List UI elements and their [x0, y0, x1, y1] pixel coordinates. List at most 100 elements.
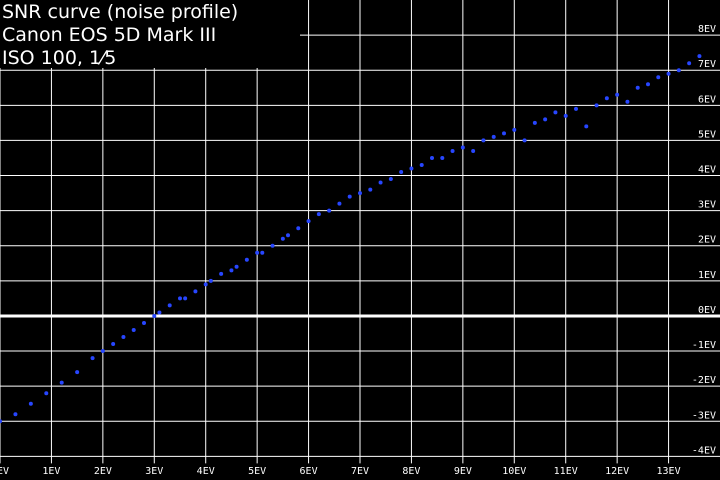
point [286, 233, 290, 238]
scatter-points [0, 54, 702, 424]
point [512, 127, 517, 132]
point [358, 191, 362, 196]
point [316, 212, 321, 217]
x-tick-label: 2EV [94, 466, 112, 477]
point [244, 257, 249, 262]
point [28, 401, 33, 406]
point [296, 226, 301, 231]
chart-title: Canon EOS 5D Mark III [2, 24, 216, 46]
point [260, 250, 265, 255]
y-tick-label: 1EV [698, 270, 716, 281]
point [615, 92, 620, 97]
point [430, 155, 434, 160]
point [594, 103, 599, 108]
y-tick-label: 6EV [698, 94, 716, 105]
point [656, 75, 661, 80]
x-tick-label: 6EV [300, 466, 318, 477]
point [388, 177, 393, 182]
point [44, 391, 49, 396]
x-tick-label: 3EV [145, 466, 163, 477]
y-tick-label: 5EV [698, 129, 716, 140]
point [337, 201, 342, 206]
point [687, 61, 692, 66]
x-tick-label: 13EV [657, 466, 681, 477]
point [255, 250, 260, 255]
y-tick-label: -4EV [692, 445, 716, 456]
point [635, 85, 640, 90]
x-tick-label: 5EV [248, 466, 266, 477]
point [131, 327, 136, 332]
y-tick-label: 4EV [698, 165, 716, 176]
y-tick-label: 2EV [698, 235, 716, 246]
point [100, 349, 105, 354]
x-tick-label: 1EV [42, 466, 60, 477]
point [234, 264, 239, 269]
point [553, 110, 558, 115]
chart-title: SNR curve (noise profile) [2, 1, 238, 23]
point [399, 170, 404, 175]
y-tick-label: 7EV [698, 59, 716, 70]
x-tick-label: 4EV [197, 466, 215, 477]
y-tick-label: 0EV [698, 305, 716, 316]
point [59, 380, 64, 385]
point [13, 412, 18, 417]
point [563, 113, 568, 118]
point [327, 208, 332, 213]
point [419, 162, 424, 167]
point [306, 219, 311, 224]
point [584, 124, 589, 129]
point [604, 96, 609, 101]
point [280, 236, 285, 241]
point [0, 419, 2, 424]
x-tick-label: 8EV [402, 466, 420, 477]
point [574, 106, 578, 111]
y-tick-label: -1EV [692, 340, 716, 351]
point [697, 54, 702, 59]
point [471, 148, 476, 153]
point [378, 180, 383, 185]
point [646, 82, 650, 87]
point [90, 356, 95, 361]
point [502, 131, 506, 136]
point [368, 187, 373, 192]
point [347, 194, 352, 199]
point [152, 313, 157, 318]
point [270, 243, 275, 248]
point [543, 117, 548, 122]
point [460, 145, 465, 150]
point [491, 134, 496, 139]
point [409, 166, 414, 171]
x-tick-label: 7EV [351, 466, 369, 477]
point [229, 268, 234, 273]
grid [0, 0, 720, 464]
y-tick-label: -3EV [692, 410, 716, 421]
point [178, 296, 182, 301]
point [167, 303, 172, 308]
point [532, 120, 537, 125]
point [450, 148, 455, 153]
title-backdrop [0, 0, 300, 68]
point [142, 320, 146, 325]
point [111, 342, 116, 347]
point [666, 71, 671, 76]
y-tick-label: -2EV [692, 375, 716, 386]
x-tick-label: 9EV [454, 466, 472, 477]
y-tick-label: 3EV [698, 200, 716, 211]
point [183, 296, 188, 301]
point [157, 310, 162, 315]
x-tick-label: 12EV [605, 466, 629, 477]
point [522, 138, 527, 143]
point [121, 335, 126, 340]
x-tick-label: 11EV [554, 466, 578, 477]
point [193, 289, 198, 294]
point [203, 282, 208, 287]
point [481, 138, 486, 143]
point [75, 370, 80, 375]
point [625, 99, 630, 104]
point [208, 278, 213, 283]
x-tick-label: 0EV [0, 466, 9, 477]
point [676, 68, 681, 73]
